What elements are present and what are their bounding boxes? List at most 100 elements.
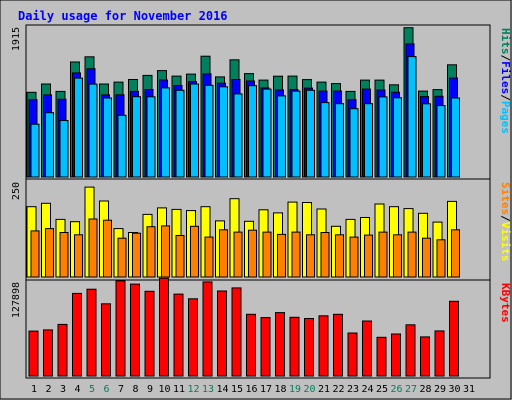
x-label-day-10: 10 (158, 384, 170, 395)
bar-sites-day-10 (161, 225, 170, 278)
bar-pages-day-3 (59, 120, 69, 178)
bar-pages-day-24 (364, 103, 373, 178)
bar-pages-day-7 (117, 114, 127, 178)
bar-kbytes-day-11 (173, 293, 184, 377)
bar-pages-day-28 (422, 103, 431, 178)
bar-pages-day-5 (88, 83, 98, 178)
x-label-day-22: 22 (332, 384, 344, 395)
bar-pages-day-19 (291, 90, 301, 178)
x-label-day-30: 30 (448, 384, 460, 395)
bar-pages-day-4 (74, 77, 83, 178)
legend-entry-1-1: / (499, 215, 512, 222)
bar-kbytes-day-6 (101, 303, 111, 377)
x-label-day-19: 19 (289, 384, 301, 395)
bar-sites-day-19 (291, 231, 301, 278)
legend-top: Hits/Files/Pages (499, 28, 512, 134)
bars-bot (28, 277, 459, 377)
bar-pages-day-29 (436, 105, 446, 178)
bar-sites-day-4 (74, 234, 83, 278)
bar-kbytes-day-29 (434, 330, 445, 377)
bar-sites-day-3 (59, 232, 69, 278)
x-label-day-29: 29 (434, 384, 446, 395)
x-label-day-24: 24 (361, 384, 373, 395)
bar-kbytes-day-15 (231, 287, 242, 377)
bar-pages-day-8 (132, 96, 141, 178)
x-label-day-3: 3 (60, 384, 66, 395)
x-label-day-12: 12 (187, 384, 199, 395)
legend-entry-1-0: Sites (499, 182, 512, 215)
x-label-day-26: 26 (390, 384, 402, 395)
x-label-day-21: 21 (318, 384, 330, 395)
bars-mid (26, 186, 460, 278)
bar-kbytes-day-26 (391, 333, 401, 377)
ymax-label-bot: 127898 (11, 282, 22, 318)
bar-pages-day-27 (407, 56, 417, 178)
bar-sites-day-17 (262, 231, 272, 278)
x-label-day-14: 14 (216, 384, 228, 395)
bar-sites-day-30 (451, 229, 460, 278)
x-label-day-20: 20 (303, 384, 315, 395)
legend-entry-0-0: Hits (499, 28, 512, 55)
chart-title: Daily usage for November 2016 (18, 9, 228, 23)
x-label-day-1: 1 (31, 384, 37, 395)
bar-pages-day-22 (335, 103, 344, 178)
legend-mid: Sites/Visits (499, 182, 512, 262)
bar-sites-day-2 (45, 228, 54, 278)
bar-kbytes-day-25 (376, 336, 387, 377)
bar-sites-day-21 (320, 232, 330, 278)
x-label-day-18: 18 (274, 384, 286, 395)
x-label-day-5: 5 (89, 384, 95, 395)
bar-kbytes-day-14 (217, 290, 227, 377)
bar-pages-day-16 (248, 85, 257, 178)
legend-entry-0-1: / (499, 55, 512, 62)
legend-text-2: KBytes (499, 283, 512, 323)
bar-pages-day-14 (219, 86, 228, 178)
bar-kbytes-day-7 (115, 280, 126, 377)
bar-pages-day-18 (277, 95, 286, 178)
bars-top (26, 27, 460, 178)
bar-sites-day-25 (378, 231, 388, 278)
bar-pages-day-20 (306, 89, 315, 178)
bar-kbytes-day-2 (43, 329, 53, 377)
bar-pages-day-21 (320, 102, 330, 178)
bar-kbytes-day-30 (449, 300, 459, 377)
bar-sites-day-22 (335, 234, 344, 278)
bar-sites-day-28 (422, 237, 431, 278)
legend-entry-1-2: Visits (499, 222, 512, 262)
bar-sites-day-18 (277, 233, 286, 278)
x-label-day-11: 11 (173, 384, 185, 395)
bar-sites-day-16 (248, 229, 257, 278)
bar-pages-day-26 (393, 97, 402, 178)
bar-sites-day-11 (175, 235, 185, 278)
x-label-day-31: 31 (463, 384, 475, 395)
panel-sites-visits: 250 Sites/Visits (11, 178, 512, 281)
bar-kbytes-day-19 (289, 316, 300, 377)
bar-kbytes-day-4 (72, 292, 82, 377)
bar-sites-day-12 (190, 225, 199, 278)
bar-kbytes-day-13 (202, 281, 213, 377)
bar-sites-day-7 (117, 237, 127, 278)
x-label-day-7: 7 (118, 384, 124, 395)
bar-kbytes-day-17 (260, 317, 271, 377)
bar-kbytes-day-9 (144, 290, 155, 377)
ymax-label-top: 1915 (11, 27, 22, 51)
ymax-label-mid: 250 (11, 182, 22, 200)
legend-bot: KBytes (499, 283, 512, 323)
bar-pages-day-9 (146, 96, 156, 178)
x-label-day-16: 16 (245, 384, 257, 395)
legend-text-0: Hits/Files/Pages (499, 28, 512, 134)
bar-kbytes-day-23 (347, 332, 358, 377)
x-label-day-15: 15 (231, 384, 243, 395)
bar-kbytes-day-1 (28, 330, 39, 377)
x-label-day-27: 27 (405, 384, 417, 395)
bar-sites-day-6 (103, 219, 112, 278)
bar-pages-day-6 (103, 97, 112, 178)
bar-pages-day-1 (30, 123, 40, 178)
bar-pages-day-25 (378, 96, 388, 178)
x-label-day-23: 23 (347, 384, 359, 395)
bar-sites-day-23 (349, 236, 359, 278)
bar-pages-day-11 (175, 89, 185, 178)
x-label-day-13: 13 (202, 384, 214, 395)
legend-entry-2-0: KBytes (499, 283, 512, 323)
bar-kbytes-day-27 (405, 324, 416, 377)
